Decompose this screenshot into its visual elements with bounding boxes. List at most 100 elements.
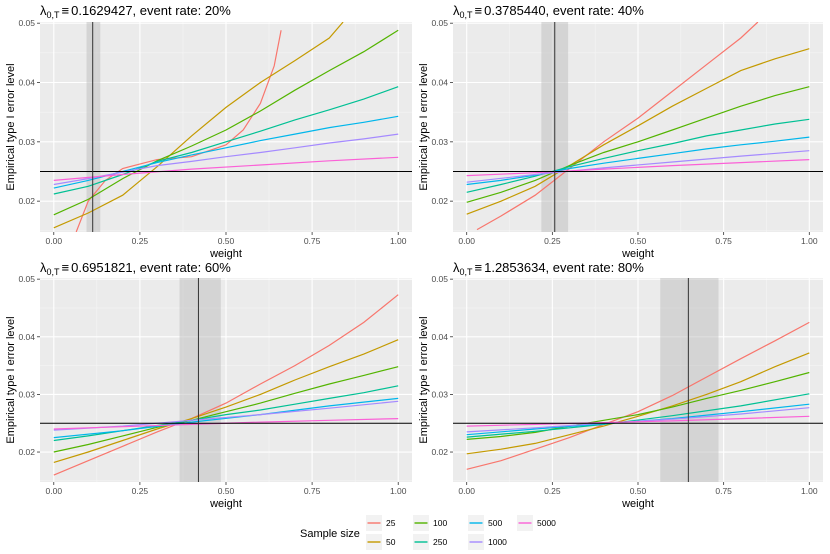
x-tick-label: 0.25: [132, 236, 149, 246]
series-line-n25: [466, 321, 810, 470]
x-tick-label: 1.00: [390, 236, 407, 246]
series-line-n50: [466, 48, 810, 215]
legend-label-25: 25: [386, 518, 396, 528]
x-tick-label: 0.25: [544, 486, 561, 496]
x-tick-label: 0.75: [715, 236, 732, 246]
plot-area: [40, 278, 412, 482]
y-tick-label: 0.03: [18, 389, 35, 399]
y-axis-title: Empirical type I error level: [5, 316, 17, 443]
legend-label-250: 250: [433, 537, 447, 547]
series-line-n50: [53, 339, 399, 463]
x-tick-label: 0.00: [46, 236, 63, 246]
plot-area: [453, 278, 823, 482]
equiv-symbol: ≡: [62, 3, 70, 18]
x-tick-label: 0.50: [630, 236, 647, 246]
legend-label-500: 500: [488, 518, 502, 528]
legend: Sample size 25 50 100 250 500 1000 5000: [300, 515, 556, 550]
legend-label-5000: 5000: [537, 518, 556, 528]
lambda-symbol: λ: [40, 260, 47, 275]
x-tick-label: 0.00: [46, 486, 63, 496]
x-tick-label: 0.75: [304, 236, 321, 246]
panel-title: λ0,T ≡ 1.2853634, event rate: 80%: [453, 260, 644, 277]
series-line-n100: [53, 29, 399, 216]
panel-1: λ0,T ≡ 0.1629427, event rate: 20% 0.00 0.25 0…: [5, 3, 412, 260]
y-tick-label: 0.04: [18, 78, 35, 88]
x-tick-label: 0.50: [630, 486, 647, 496]
plot-area: [40, 22, 412, 232]
legend-title: Sample size: [300, 528, 360, 540]
series-line-n25: [476, 22, 759, 231]
x-tick-label: 0.25: [132, 486, 149, 496]
lambda-subscript: 0,T: [460, 10, 474, 20]
series-line-n1000: [53, 133, 399, 186]
panel-title-text: 0.6951821, event rate: 60%: [71, 260, 231, 275]
panel-2: λ0,T ≡ 0.3785440, event rate: 40% 0.00 0.25 0…: [418, 3, 823, 260]
x-tick-label: 0.00: [458, 236, 475, 246]
y-axis-title: Empirical type I error level: [418, 63, 430, 190]
y-tick-label: 0.02: [431, 196, 448, 206]
x-axis-title: weight: [209, 248, 242, 260]
x-tick-label: 0.75: [715, 486, 732, 496]
y-tick-label: 0.02: [18, 196, 35, 206]
panel-title-text: 1.2853634, event rate: 80%: [484, 260, 644, 275]
series-line-n100: [466, 371, 810, 440]
panel-title: λ0,T ≡ 0.1629427, event rate: 20%: [40, 3, 231, 20]
series-line-n250: [466, 118, 810, 193]
lambda-subscript: 0,T: [47, 267, 61, 277]
series-line-n5000: [53, 156, 399, 181]
x-tick-label: 0.00: [458, 486, 475, 496]
equiv-symbol: ≡: [62, 260, 70, 275]
y-tick-label: 0.05: [18, 274, 35, 284]
y-tick-label: 0.05: [431, 18, 448, 28]
x-tick-label: 1.00: [390, 486, 407, 496]
plot-area: [453, 22, 823, 232]
y-tick-label: 0.03: [431, 389, 448, 399]
series-line-n100: [53, 366, 399, 453]
series-line-n100: [466, 86, 810, 203]
series-line-n25: [53, 294, 399, 476]
x-axis-title: weight: [621, 498, 654, 510]
y-tick-label: 0.05: [431, 274, 448, 284]
series-line-n1000: [466, 150, 810, 183]
x-tick-label: 0.50: [218, 486, 235, 496]
panel-title: λ0,T ≡ 0.3785440, event rate: 40%: [453, 3, 644, 20]
panel-4: λ0,T ≡ 1.2853634, event rate: 80% 0.00 0.25 0…: [418, 260, 823, 510]
y-tick-label: 0.03: [18, 137, 35, 147]
equiv-symbol: ≡: [475, 3, 483, 18]
series-line-n500: [466, 136, 810, 186]
legend-label-100: 100: [433, 518, 447, 528]
y-tick-label: 0.05: [18, 18, 35, 28]
x-tick-label: 0.75: [304, 486, 321, 496]
lambda-subscript: 0,T: [47, 10, 61, 20]
equiv-symbol: ≡: [475, 260, 483, 275]
y-tick-label: 0.02: [431, 447, 448, 457]
lambda-subscript: 0,T: [460, 267, 474, 277]
confidence-band: [179, 278, 221, 482]
series-line-n5000: [466, 159, 810, 177]
panel-title-text: 0.1629427, event rate: 20%: [71, 3, 231, 18]
legend-label-1000: 1000: [488, 537, 507, 547]
series-line-n250: [466, 393, 810, 438]
series-line-n50: [466, 352, 810, 455]
series-line-n5000: [466, 415, 810, 427]
y-tick-label: 0.04: [18, 332, 35, 342]
y-tick-label: 0.04: [431, 332, 448, 342]
y-axis-title: Empirical type I error level: [418, 316, 430, 443]
x-axis-title: weight: [209, 498, 242, 510]
x-tick-label: 1.00: [801, 236, 818, 246]
lambda-symbol: λ: [453, 260, 460, 275]
series-line-n25: [75, 30, 282, 232]
panel-title-text: 0.3785440, event rate: 40%: [484, 3, 644, 18]
y-tick-label: 0.03: [431, 137, 448, 147]
y-tick-label: 0.02: [18, 447, 35, 457]
panel-title: λ0,T ≡ 0.6951821, event rate: 60%: [40, 260, 231, 277]
x-tick-label: 1.00: [801, 486, 818, 496]
confidence-band: [660, 278, 719, 482]
y-axis-title: Empirical type I error level: [5, 63, 17, 190]
series-line-n50: [53, 22, 344, 229]
x-axis-title: weight: [621, 248, 654, 260]
panel-3: λ0,T ≡ 0.6951821, event rate: 60% 0.00 0.25 0…: [5, 260, 412, 510]
legend-label-50: 50: [386, 537, 396, 547]
lambda-symbol: λ: [453, 3, 460, 18]
